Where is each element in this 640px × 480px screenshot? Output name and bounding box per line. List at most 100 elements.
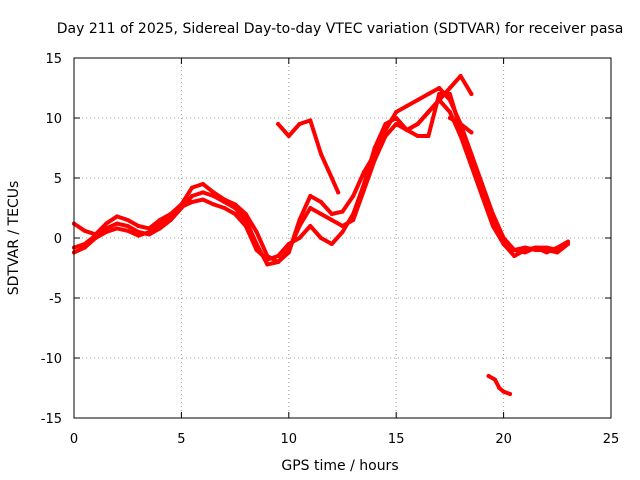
data-point (125, 228, 130, 233)
data-point (200, 182, 205, 186)
data-point (82, 228, 87, 233)
data-point (486, 374, 491, 378)
data-point (297, 122, 302, 126)
data-point (469, 158, 474, 162)
data-point (265, 262, 270, 267)
data-point (340, 230, 345, 234)
x-tick-label: 20 (495, 432, 512, 447)
data-point (297, 236, 302, 240)
data-point (104, 230, 109, 234)
data-point (222, 200, 227, 204)
data-point (555, 245, 560, 250)
y-axis-label: SDTVAR / TECUs (6, 181, 22, 296)
data-point (200, 190, 205, 195)
data-point (233, 206, 238, 210)
data-point (115, 214, 119, 219)
tick-layer: 0 5 10 15 20 25 -15 -10 -5 0 5 10 15 (41, 52, 620, 447)
data-point (211, 190, 216, 195)
data-point (308, 224, 313, 228)
data-point (265, 257, 270, 262)
data-point (211, 202, 216, 207)
data-point (512, 248, 517, 252)
data-point (447, 86, 452, 90)
data-point (404, 128, 409, 132)
data-point (104, 226, 109, 231)
data-point (555, 250, 560, 255)
data-point (362, 182, 366, 186)
y-tick-label: 5 (54, 172, 62, 187)
data-point (394, 122, 399, 126)
data-point (243, 224, 248, 228)
data-point (383, 122, 388, 126)
data-point (493, 377, 497, 382)
data-point (104, 221, 109, 226)
data-point (437, 92, 442, 96)
data-point (351, 194, 356, 198)
data-point (415, 122, 420, 126)
data-point (190, 194, 195, 198)
data-point (254, 248, 259, 252)
data-point (458, 122, 463, 126)
data-point (469, 92, 474, 96)
data-point (243, 218, 248, 222)
data-point (329, 218, 334, 222)
data-point (308, 118, 313, 123)
data-point (458, 128, 463, 132)
data-point (501, 242, 506, 246)
x-tick-label: 5 (177, 432, 185, 447)
data-point (415, 98, 420, 102)
data-point (319, 236, 323, 240)
data-point (426, 110, 431, 114)
data-point (329, 212, 334, 216)
data-point (447, 110, 452, 114)
data-point (329, 242, 334, 246)
data-point (447, 92, 452, 96)
y-tick-label: 15 (45, 52, 62, 67)
data-point (533, 248, 538, 252)
data-point (340, 209, 345, 214)
data-point (426, 92, 431, 96)
x-axis-label: GPS time / hours (281, 458, 398, 474)
data-point (351, 212, 356, 216)
data-point (497, 386, 502, 390)
data-point (490, 218, 495, 222)
data-point (222, 206, 227, 210)
data-point (136, 224, 141, 228)
data-point (394, 116, 399, 120)
data-point (566, 242, 570, 246)
data-point (286, 134, 291, 138)
data-point (200, 197, 205, 202)
data-point (254, 230, 259, 234)
data-point (211, 194, 216, 198)
data-point (362, 170, 366, 174)
data-point (404, 104, 409, 108)
y-tick-label: -10 (41, 352, 62, 367)
data-point (372, 146, 377, 150)
data-point (297, 224, 302, 228)
data-point (426, 134, 431, 138)
data-point (243, 212, 248, 216)
data-point (276, 260, 281, 264)
data-point (437, 86, 442, 90)
data-point (308, 206, 313, 210)
data-point (383, 134, 388, 138)
data-point (523, 245, 528, 250)
y-tick-label: -15 (41, 412, 62, 427)
data-point (286, 248, 291, 252)
data-point (157, 226, 162, 231)
y-tick-label: 0 (54, 232, 62, 247)
data-point (157, 221, 162, 226)
data-point (125, 218, 130, 222)
data-point (286, 242, 291, 246)
data-point (544, 248, 549, 252)
data-point (372, 158, 377, 162)
data-point (458, 74, 463, 78)
data-point (190, 200, 195, 204)
data-point (329, 176, 334, 180)
data-point (147, 230, 152, 234)
data-point (190, 185, 195, 190)
series-layer (72, 74, 570, 396)
series-line-4 (276, 118, 341, 195)
data-point (115, 221, 119, 226)
data-point (415, 134, 420, 138)
